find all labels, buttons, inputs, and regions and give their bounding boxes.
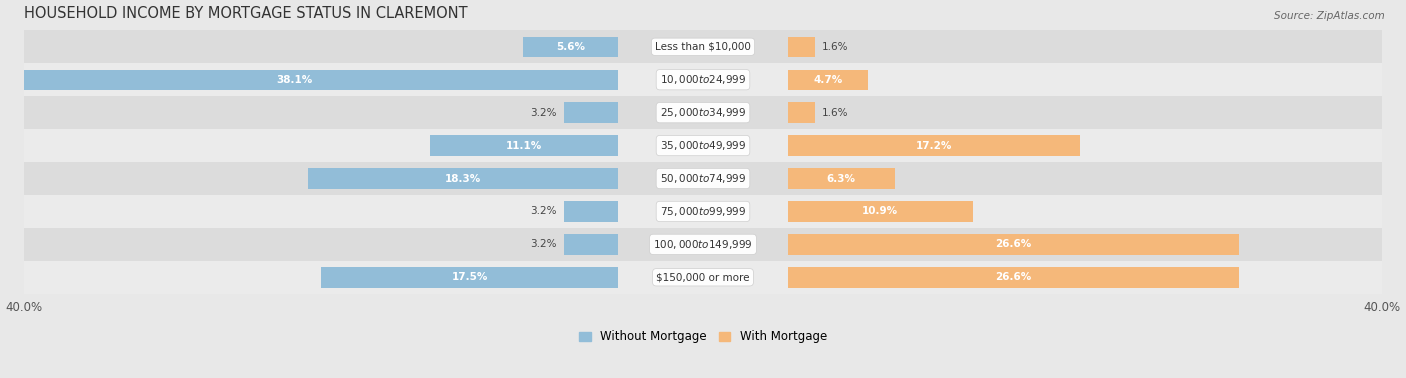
Text: 1.6%: 1.6%	[821, 108, 848, 118]
Text: 3.2%: 3.2%	[530, 206, 557, 217]
Bar	[0, 70, 619, 90]
Text: HOUSEHOLD INCOME BY MORTGAGE STATUS IN CLAREMONT: HOUSEHOLD INCOME BY MORTGAGE STATUS IN C…	[24, 6, 468, 20]
Bar	[430, 135, 619, 156]
Text: 3.2%: 3.2%	[530, 239, 557, 249]
Text: $150,000 or more: $150,000 or more	[657, 272, 749, 282]
Text: 10.9%: 10.9%	[862, 206, 898, 217]
Text: $25,000 to $34,999: $25,000 to $34,999	[659, 106, 747, 119]
Bar	[24, 129, 1382, 162]
Bar	[787, 135, 1080, 156]
Text: 11.1%: 11.1%	[506, 141, 543, 150]
Text: $35,000 to $49,999: $35,000 to $49,999	[659, 139, 747, 152]
Bar	[24, 96, 1382, 129]
Bar	[321, 267, 619, 288]
Bar	[564, 234, 619, 254]
Text: $100,000 to $149,999: $100,000 to $149,999	[654, 238, 752, 251]
Bar	[564, 201, 619, 222]
Legend: Without Mortgage, With Mortgage: Without Mortgage, With Mortgage	[574, 326, 832, 348]
Text: $10,000 to $24,999: $10,000 to $24,999	[659, 73, 747, 86]
Text: 5.6%: 5.6%	[557, 42, 585, 52]
Text: 26.6%: 26.6%	[995, 239, 1032, 249]
Bar	[24, 30, 1382, 63]
Text: 18.3%: 18.3%	[444, 174, 481, 183]
Text: 6.3%: 6.3%	[827, 174, 856, 183]
Bar	[787, 201, 973, 222]
Text: Less than $10,000: Less than $10,000	[655, 42, 751, 52]
Text: $50,000 to $74,999: $50,000 to $74,999	[659, 172, 747, 185]
Text: 26.6%: 26.6%	[995, 272, 1032, 282]
Bar	[24, 228, 1382, 261]
Bar	[24, 63, 1382, 96]
Bar	[787, 168, 894, 189]
Text: Source: ZipAtlas.com: Source: ZipAtlas.com	[1274, 11, 1385, 21]
Bar	[308, 168, 619, 189]
Bar	[24, 162, 1382, 195]
Bar	[787, 234, 1239, 254]
Bar	[787, 70, 868, 90]
Text: $75,000 to $99,999: $75,000 to $99,999	[659, 205, 747, 218]
Text: 4.7%: 4.7%	[813, 75, 842, 85]
Text: 1.6%: 1.6%	[821, 42, 848, 52]
Text: 17.2%: 17.2%	[915, 141, 952, 150]
Text: 17.5%: 17.5%	[451, 272, 488, 282]
Bar	[24, 195, 1382, 228]
Bar	[564, 102, 619, 123]
Bar	[24, 261, 1382, 294]
Text: 38.1%: 38.1%	[277, 75, 314, 85]
Bar	[787, 102, 815, 123]
Bar	[523, 37, 619, 57]
Bar	[787, 267, 1239, 288]
Text: 3.2%: 3.2%	[530, 108, 557, 118]
Bar	[787, 37, 815, 57]
